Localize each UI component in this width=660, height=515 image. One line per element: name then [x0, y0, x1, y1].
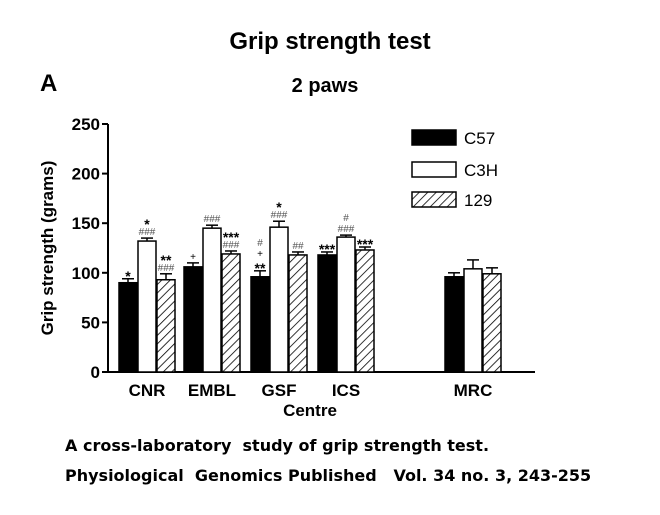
significance-mark: * [144, 216, 150, 232]
caption-line-2: Physiological Genomics Published Vol. 34… [65, 466, 592, 485]
significance-mark: # [257, 238, 263, 249]
significance-mark: ** [255, 260, 266, 276]
bar [250, 276, 270, 373]
bar [355, 249, 375, 373]
legend-swatch [411, 191, 457, 208]
x-tick-label: ICS [332, 381, 360, 400]
x-tick-label: CNR [129, 381, 166, 400]
significance-mark: ## [292, 241, 304, 252]
y-tick-label: 150 [72, 214, 100, 233]
panel-letter: A [40, 70, 58, 97]
bar [463, 268, 483, 373]
y-tick-label: 100 [72, 264, 100, 283]
significance-mark: ### [204, 214, 221, 225]
bar [221, 253, 241, 373]
significance-mark: + [257, 249, 263, 260]
significance-mark: *** [319, 241, 336, 257]
x-tick-label: GSF [262, 381, 297, 400]
grip-strength-bar-chart: 0 50 100 150 200 250 Grip strength (grams) CNR E… [38, 115, 535, 420]
significance-mark: ### [223, 240, 240, 251]
bar [137, 240, 157, 373]
bar [288, 254, 308, 373]
x-axis-title: Centre [283, 401, 337, 420]
significance-mark: ** [161, 252, 172, 268]
bar [482, 273, 502, 373]
bar [336, 236, 356, 373]
legend-swatch [411, 161, 457, 178]
bar [156, 278, 176, 373]
bar [183, 266, 203, 373]
legend-swatch [411, 129, 457, 146]
significance-mark: ### [158, 263, 175, 274]
significance-mark: *** [223, 229, 240, 245]
y-tick-label: 250 [72, 115, 100, 134]
figure-title: Grip strength test [229, 28, 431, 55]
y-tick-label: 0 [91, 363, 100, 382]
chart-title: 2 paws [291, 75, 359, 97]
bar [317, 254, 337, 373]
significance-mark: ### [139, 227, 156, 238]
legend-label: C57 [464, 129, 495, 148]
significance-mark: * [276, 199, 282, 215]
bar [269, 226, 289, 373]
significance-mark: * [125, 268, 131, 284]
bar [118, 281, 138, 373]
significance-mark: *** [357, 236, 374, 252]
y-tick-label: 50 [81, 313, 100, 332]
significance-mark: ### [271, 210, 288, 221]
y-axis-title: Grip strength (grams) [38, 161, 57, 336]
significance-mark: # [343, 213, 349, 224]
legend-label: C3H [464, 161, 498, 180]
caption-line-1: A cross-laboratory study of grip strengt… [65, 436, 490, 455]
significance-mark: ### [338, 224, 355, 235]
bar [444, 276, 464, 373]
bar [202, 227, 222, 373]
y-tick-label: 200 [72, 165, 100, 184]
x-tick-label: MRC [454, 381, 493, 400]
legend-label: 129 [464, 191, 492, 210]
significance-mark: + [190, 252, 196, 263]
x-tick-label: EMBL [188, 381, 236, 400]
